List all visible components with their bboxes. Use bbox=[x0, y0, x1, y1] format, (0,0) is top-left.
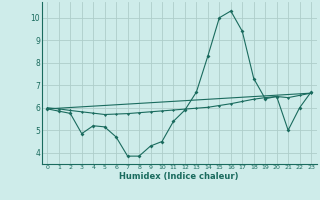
X-axis label: Humidex (Indice chaleur): Humidex (Indice chaleur) bbox=[119, 172, 239, 181]
